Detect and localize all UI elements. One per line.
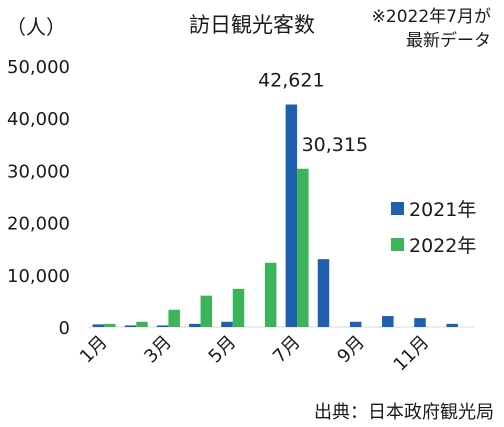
legend-label: 2022年 <box>409 235 476 257</box>
bar-2021年-12月 <box>446 323 458 327</box>
bar-2021年-2月 <box>124 325 137 327</box>
y-axis-unit-label: （人） <box>6 15 66 39</box>
data-labels: 42,621 30,315 <box>258 70 368 156</box>
y-tick-label: 0 <box>59 318 70 339</box>
x-tick-label: 3月 <box>140 332 176 368</box>
bar-2021年-5月 <box>221 321 233 327</box>
y-tick-label: 50,000 <box>7 57 70 78</box>
bar-2021年-8月 <box>317 259 330 327</box>
bars <box>92 104 458 328</box>
bar-2022年-5月 <box>232 288 245 327</box>
note-line-2: 最新データ <box>406 30 491 51</box>
chart-title: 訪日観光客数 <box>189 13 315 37</box>
bar-2022年-2月 <box>136 321 148 327</box>
y-tick-label: 40,000 <box>7 109 70 130</box>
bar-2021年-10月 <box>382 316 394 327</box>
bar-2022年-3月 <box>168 309 180 327</box>
x-tick-label: 5月 <box>205 332 241 368</box>
y-tick-label: 10,000 <box>7 266 70 287</box>
bar-2021年-1月 <box>92 324 105 327</box>
y-tick-label: 30,000 <box>7 161 70 182</box>
legend-swatch <box>391 238 404 251</box>
bar-2021年-9月 <box>349 321 362 327</box>
legend-swatch <box>391 202 404 215</box>
x-tick-label: 11月 <box>390 332 434 376</box>
x-tick-label: 7月 <box>269 332 305 368</box>
bar-2022年-1月 <box>104 323 116 327</box>
data-label: 42,621 <box>258 70 324 92</box>
source-note: 出典：日本政府観光局 <box>314 402 494 423</box>
y-tick-label: 20,000 <box>7 214 70 235</box>
x-tick-label: 1月 <box>76 332 112 368</box>
bar-2021年-11月 <box>414 318 426 327</box>
bar-2021年-7月 <box>285 104 298 328</box>
axes: 0 10,000 20,000 30,000 40,000 50,000 1月 3月 5月 7月 9… <box>7 57 474 375</box>
bar-2022年-6月 <box>264 262 277 327</box>
bar-2021年-4月 <box>189 323 201 327</box>
bar-2021年-3月 <box>156 325 169 327</box>
bar-2022年-7月 <box>297 168 309 327</box>
x-tick-label: 9月 <box>333 332 369 368</box>
data-label: 30,315 <box>302 134 368 156</box>
note-line-1: ※2022年7月が <box>372 7 491 27</box>
legend-label: 2021年 <box>409 199 476 221</box>
legend: 2021年 2022年 <box>391 199 476 257</box>
bar-2022年-4月 <box>200 295 213 327</box>
